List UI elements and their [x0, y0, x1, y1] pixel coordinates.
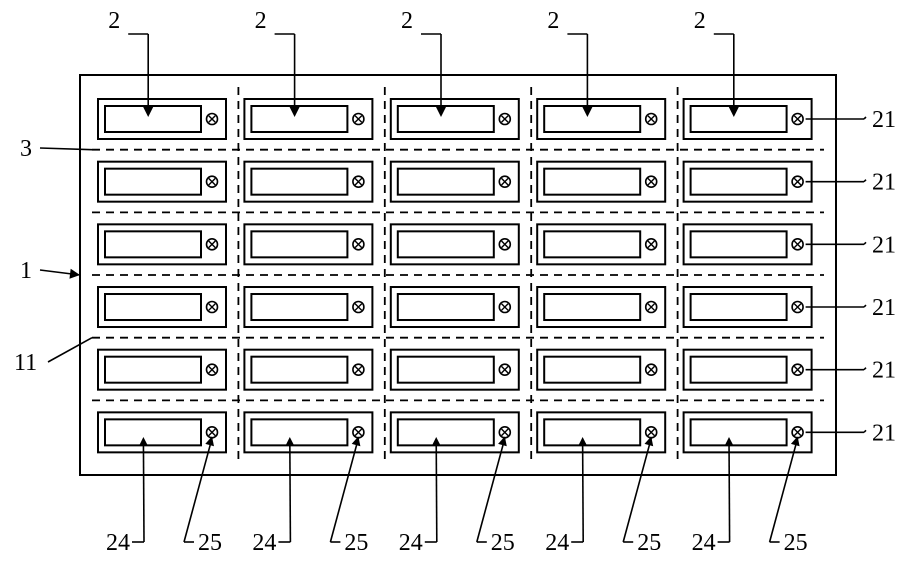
callout-label-25: 25 [344, 530, 368, 556]
callout-label-21: 21 [872, 295, 896, 321]
leader-line [290, 439, 291, 542]
callout-label-21: 21 [872, 170, 896, 196]
callout-label-3: 3 [20, 136, 32, 162]
callout-label-24: 24 [399, 530, 423, 556]
callout-label-24: 24 [692, 530, 716, 556]
callout-label-21: 21 [872, 107, 896, 133]
callout-label-24: 24 [252, 530, 276, 556]
callout-label-11: 11 [14, 350, 37, 376]
leader-line [583, 439, 584, 542]
leader-line [143, 439, 144, 542]
callout-label-2: 2 [108, 8, 120, 34]
leader-line [729, 439, 730, 542]
callout-label-24: 24 [545, 530, 569, 556]
callout-label-25: 25 [491, 530, 515, 556]
callout-label-25: 25 [637, 530, 661, 556]
callout-label-25: 25 [198, 530, 222, 556]
callout-label-21: 21 [872, 358, 896, 384]
callout-label-21: 21 [872, 420, 896, 446]
callout-label-2: 2 [694, 8, 706, 34]
callout-label-21: 21 [872, 232, 896, 258]
callout-label-24: 24 [106, 530, 130, 556]
callout-label-25: 25 [784, 530, 808, 556]
diagram-svg: 2222221212121212131112425242524252425242… [0, 0, 916, 561]
leader-line [436, 439, 437, 542]
callout-label-1: 1 [20, 258, 32, 284]
callout-label-2: 2 [401, 8, 413, 34]
callout-label-2: 2 [255, 8, 267, 34]
technical-diagram: 2222221212121212131112425242524252425242… [0, 0, 916, 561]
callout-label-2: 2 [547, 8, 559, 34]
